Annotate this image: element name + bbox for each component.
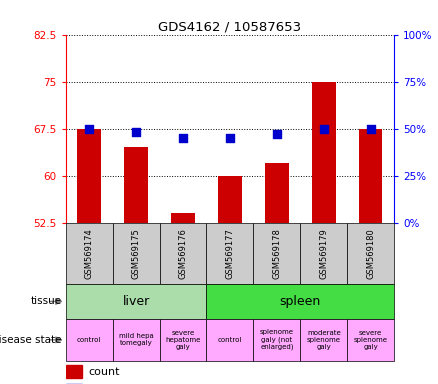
- Text: GSM569179: GSM569179: [319, 228, 328, 279]
- Text: GSM569174: GSM569174: [85, 228, 94, 279]
- Bar: [159, 319, 206, 361]
- Text: control: control: [218, 337, 242, 343]
- Text: liver: liver: [123, 295, 150, 308]
- Bar: [206, 223, 254, 284]
- Bar: [159, 223, 206, 284]
- Text: count: count: [88, 367, 120, 377]
- Text: severe
splenome
galy: severe splenome galy: [354, 330, 388, 350]
- Point: [180, 135, 187, 141]
- Point: [133, 129, 140, 136]
- Bar: [66, 365, 82, 378]
- Text: moderate
splenome
galy: moderate splenome galy: [307, 330, 341, 350]
- Bar: [124, 147, 148, 223]
- Point: [273, 131, 280, 137]
- Bar: [113, 223, 159, 284]
- Text: GSM569175: GSM569175: [131, 228, 141, 279]
- Bar: [300, 319, 347, 361]
- Bar: [254, 223, 300, 284]
- Bar: [254, 319, 300, 361]
- Bar: [66, 284, 206, 319]
- Text: GSM569180: GSM569180: [366, 228, 375, 279]
- Bar: [78, 129, 101, 223]
- Text: GSM569178: GSM569178: [272, 228, 281, 279]
- Bar: [206, 319, 254, 361]
- Text: mild hepa
tomegaly: mild hepa tomegaly: [119, 333, 153, 346]
- Text: spleen: spleen: [280, 295, 321, 308]
- Text: severe
hepatome
galy: severe hepatome galy: [165, 330, 201, 350]
- Bar: [206, 284, 394, 319]
- Point: [226, 135, 233, 141]
- Bar: [113, 319, 159, 361]
- Bar: [312, 82, 336, 223]
- Text: disease state: disease state: [0, 335, 61, 345]
- Title: GDS4162 / 10587653: GDS4162 / 10587653: [159, 20, 301, 33]
- Point: [320, 126, 327, 132]
- Bar: [66, 223, 113, 284]
- Bar: [171, 214, 195, 223]
- Bar: [347, 223, 394, 284]
- Bar: [347, 319, 394, 361]
- Text: GSM569176: GSM569176: [179, 228, 187, 279]
- Bar: [66, 319, 113, 361]
- Text: control: control: [77, 337, 101, 343]
- Bar: [218, 176, 242, 223]
- Bar: [265, 163, 289, 223]
- Point: [86, 126, 93, 132]
- Point: [367, 126, 374, 132]
- Bar: [300, 223, 347, 284]
- Text: tissue: tissue: [30, 296, 61, 306]
- Text: splenome
galy (not
enlarged): splenome galy (not enlarged): [260, 329, 294, 350]
- Bar: [359, 129, 382, 223]
- Text: GSM569177: GSM569177: [226, 228, 234, 279]
